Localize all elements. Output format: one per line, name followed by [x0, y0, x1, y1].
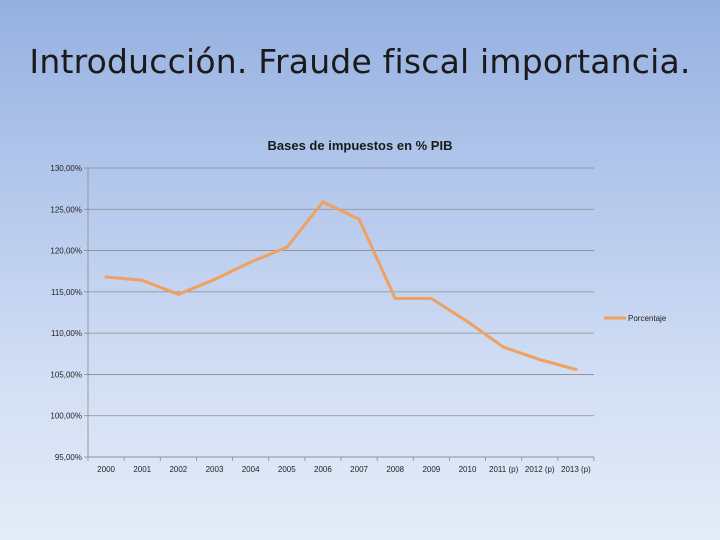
x-tick-label: 2002 — [169, 465, 187, 474]
y-tick-label: 100,00% — [50, 412, 82, 421]
data-point — [429, 296, 433, 300]
data-point — [466, 320, 469, 324]
data-point — [249, 260, 253, 264]
x-tick-label: 2008 — [386, 465, 404, 474]
x-tick-label: 2004 — [242, 465, 260, 474]
y-tick-label: 105,00% — [50, 370, 82, 379]
y-tick-label: 115,00% — [51, 288, 82, 297]
x-tick-label: 2005 — [278, 465, 296, 474]
data-point — [502, 345, 506, 349]
data-point — [538, 358, 542, 362]
chart-title: Bases de impuestos en % PIB — [268, 138, 453, 153]
x-tick-label: 2010 — [459, 465, 477, 474]
x-tick-label: 2011 (p) — [489, 465, 519, 474]
y-tick-label: 130,00% — [50, 164, 82, 173]
data-point — [393, 296, 397, 300]
data-point — [285, 245, 289, 249]
x-tick-label: 2000 — [97, 465, 115, 474]
data-point — [104, 275, 108, 279]
x-tick-label: 2007 — [350, 465, 368, 474]
legend-label: Porcentaje — [628, 314, 667, 323]
x-tick-label: 2006 — [314, 465, 332, 474]
x-tick-label: 2012 (p) — [525, 465, 555, 474]
y-tick-label: 125,00% — [50, 205, 82, 214]
data-point — [213, 277, 216, 281]
series-line — [104, 200, 578, 371]
y-tick-label: 120,00% — [50, 247, 82, 256]
slide-title: Introducción. Fraude fiscal importancia. — [29, 42, 691, 81]
data-point — [574, 367, 578, 371]
data-point — [176, 292, 180, 296]
data-point — [321, 200, 325, 204]
x-tick-label: 2009 — [422, 465, 440, 474]
y-tick-label: 95,00% — [55, 453, 82, 462]
x-tick-label: 2001 — [133, 465, 151, 474]
y-tick-label: 110,00% — [51, 329, 82, 338]
x-tick-label: 2013 (p) — [561, 465, 591, 474]
x-tick-label: 2003 — [206, 465, 224, 474]
data-point — [357, 217, 361, 221]
data-point — [140, 278, 144, 282]
